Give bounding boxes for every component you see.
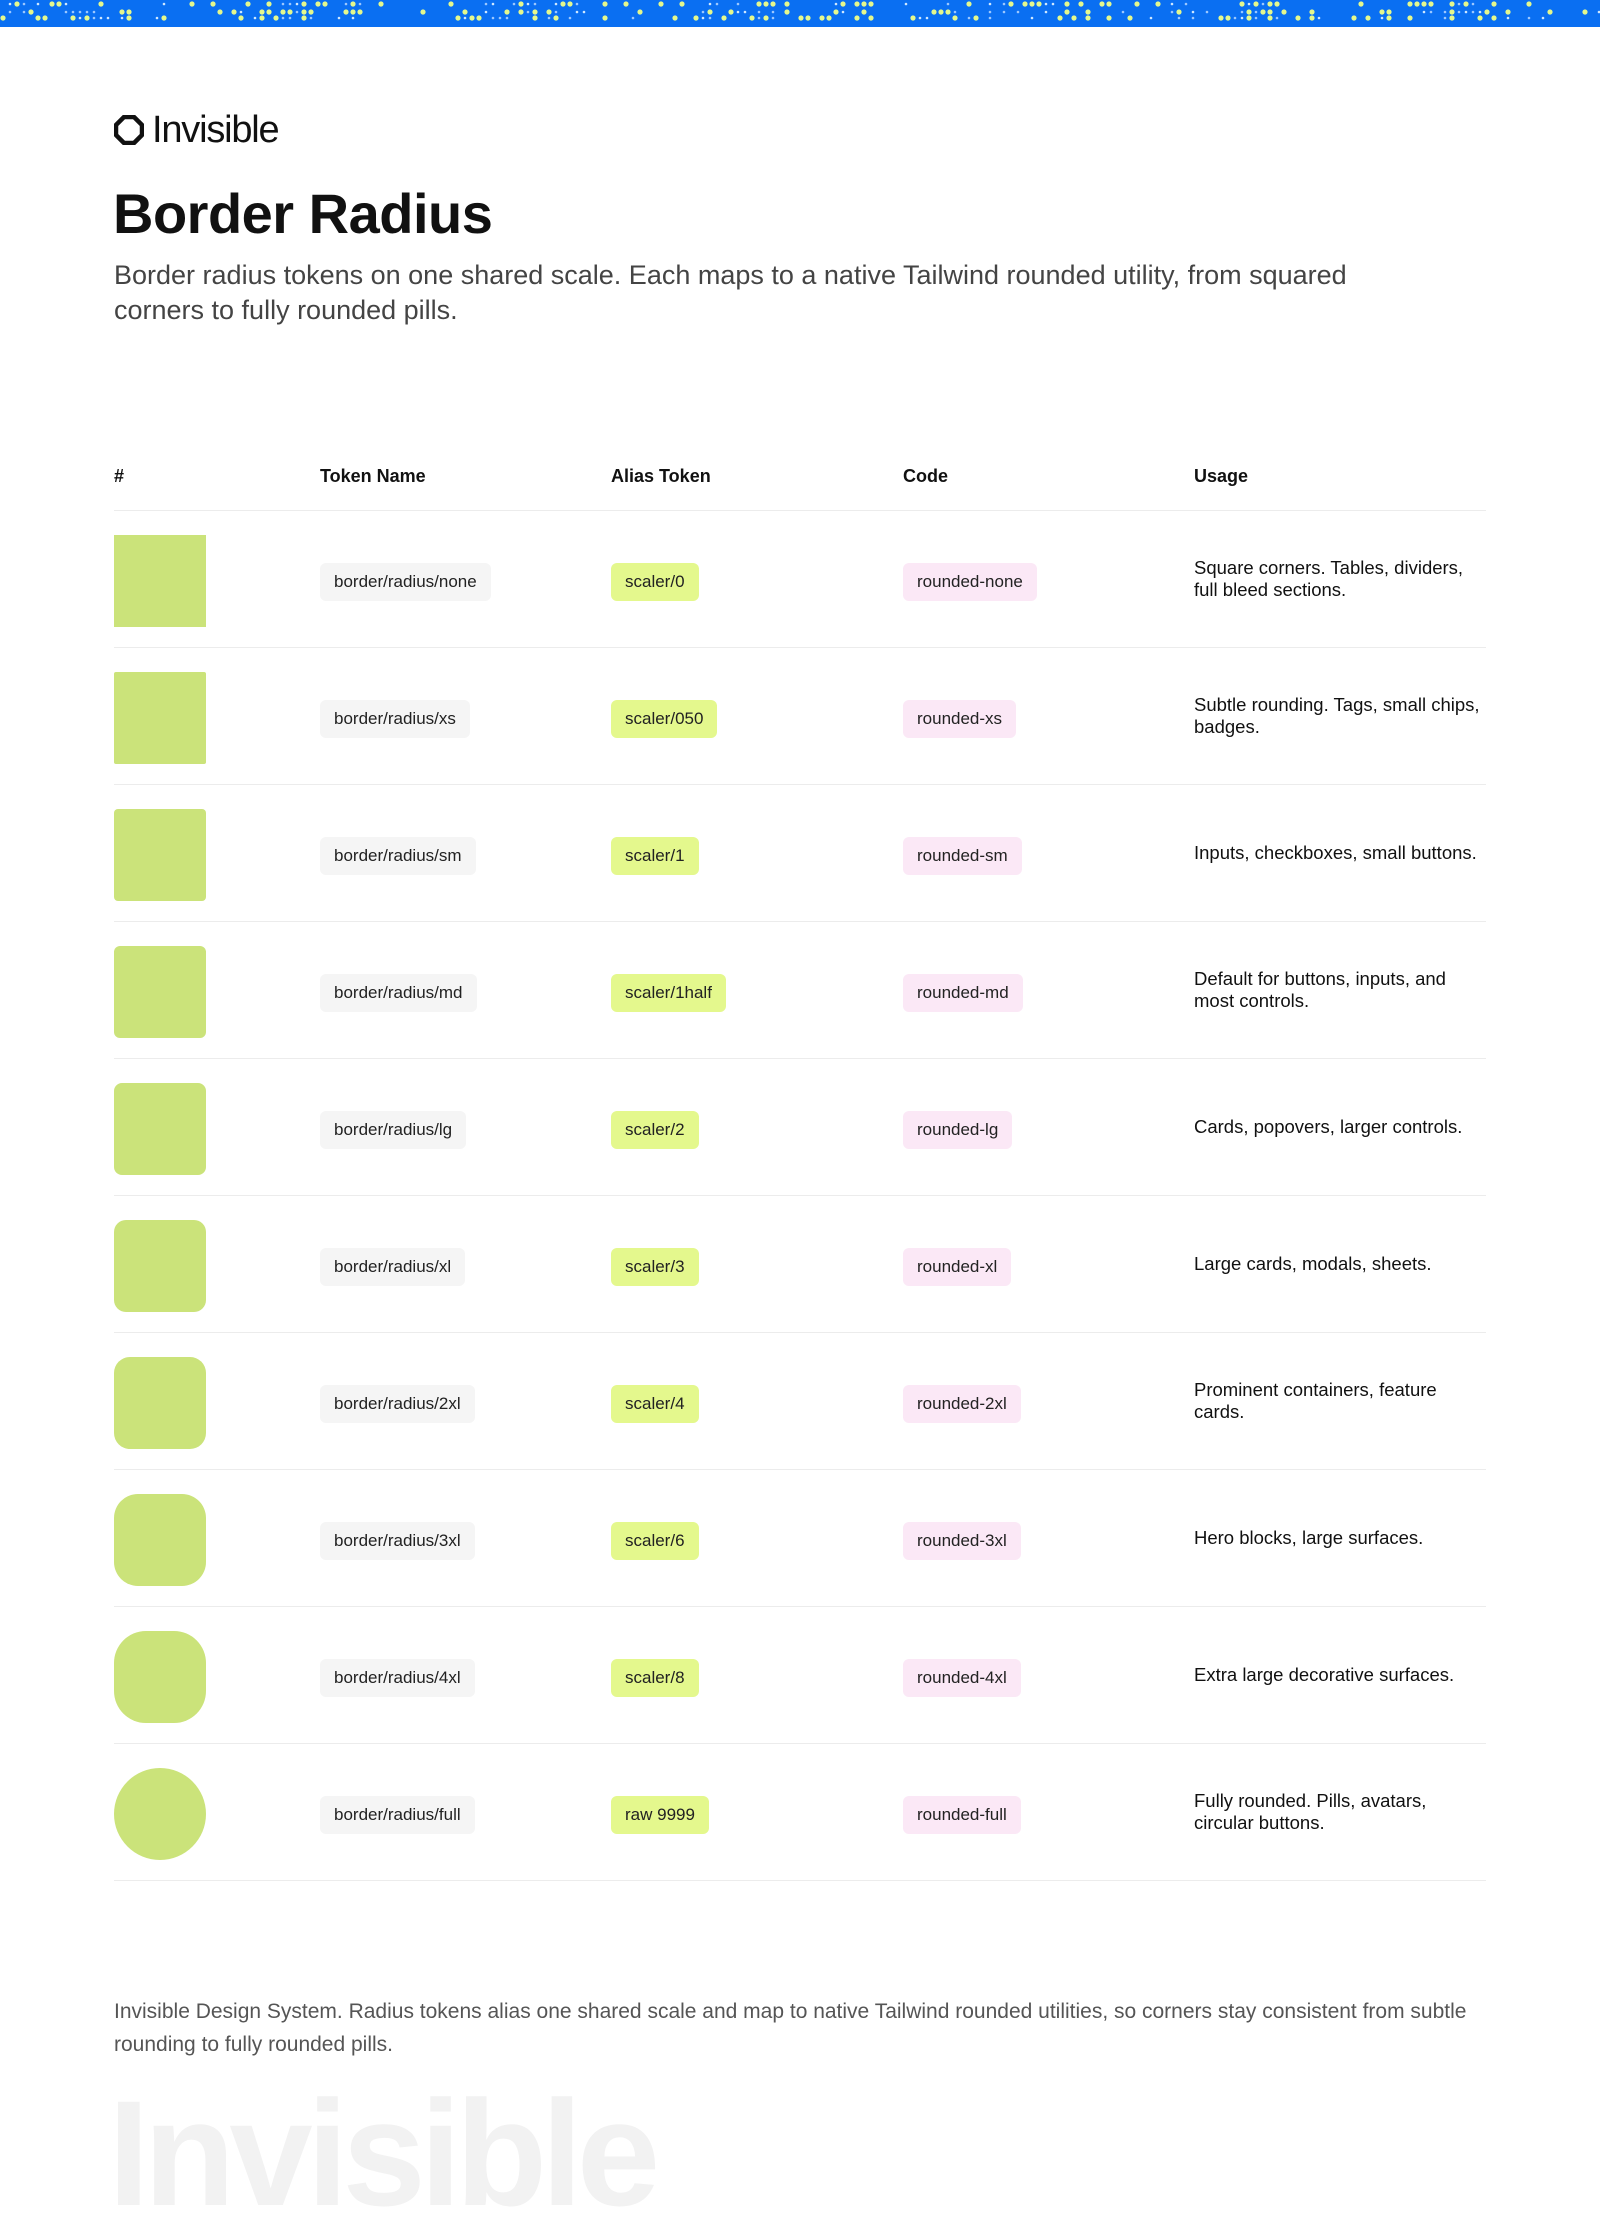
usage-text: Large cards, modals, sheets. bbox=[1194, 1253, 1432, 1274]
alias-token-chip: scaler/8 bbox=[611, 1659, 699, 1697]
code-chip: rounded-sm bbox=[903, 837, 1022, 875]
usage-text: Prominent containers, feature cards. bbox=[1194, 1379, 1437, 1422]
token-name-chip: border/radius/3xl bbox=[320, 1522, 475, 1560]
column-header-token-name: Token Name bbox=[320, 466, 426, 486]
alias-token-chip: scaler/3 bbox=[611, 1248, 699, 1286]
table-row: border/radius/xs scaler/050 rounded-xs S… bbox=[114, 648, 1486, 785]
table-header: # Token Name Alias Token Code Usage bbox=[114, 450, 1486, 511]
table-row: border/radius/4xl scaler/8 rounded-4xl E… bbox=[114, 1607, 1486, 1744]
radius-swatch bbox=[114, 535, 206, 627]
brand-name: Invisible bbox=[152, 109, 280, 151]
token-name-chip: border/radius/xs bbox=[320, 700, 470, 738]
page-title: Border Radius bbox=[113, 182, 493, 245]
table-row: border/radius/xl scaler/3 rounded-xl Lar… bbox=[114, 1196, 1486, 1333]
dot-pattern-banner bbox=[0, 1, 1600, 21]
radius-swatch bbox=[114, 672, 206, 764]
radius-token-table: # Token Name Alias Token Code Usage bord… bbox=[114, 450, 1486, 1881]
token-name-chip: border/radius/lg bbox=[320, 1111, 467, 1149]
brand-logo[interactable]: Invisible bbox=[114, 109, 280, 151]
token-name-chip: border/radius/full bbox=[320, 1796, 475, 1834]
alias-token-chip: scaler/1half bbox=[611, 974, 726, 1012]
table-row: border/radius/full raw 9999 rounded-full… bbox=[114, 1744, 1486, 1881]
radius-swatch bbox=[114, 1083, 206, 1175]
code-chip: rounded-none bbox=[903, 563, 1037, 601]
alias-token-chip: scaler/1 bbox=[611, 837, 699, 875]
table-row: border/radius/2xl scaler/4 rounded-2xl P… bbox=[114, 1333, 1486, 1470]
brand-watermark: Invisible bbox=[108, 2069, 660, 2237]
code-chip: rounded-4xl bbox=[903, 1659, 1021, 1697]
usage-text: Default for buttons, inputs, and most co… bbox=[1194, 968, 1446, 1011]
radius-swatch bbox=[114, 1631, 206, 1723]
token-name-chip: border/radius/none bbox=[320, 563, 491, 601]
alias-token-chip: scaler/4 bbox=[611, 1385, 699, 1423]
rounded-octagon-ring-icon bbox=[114, 115, 144, 145]
token-name-chip: border/radius/sm bbox=[320, 837, 476, 875]
usage-text: Extra large decorative surfaces. bbox=[1194, 1664, 1455, 1685]
table-row: border/radius/lg scaler/2 rounded-lg Car… bbox=[114, 1059, 1486, 1196]
usage-text: Subtle rounding. Tags, small chips, badg… bbox=[1194, 694, 1480, 737]
radius-swatch bbox=[114, 1357, 206, 1449]
token-name-chip: border/radius/2xl bbox=[320, 1385, 475, 1423]
usage-text: Inputs, checkboxes, small buttons. bbox=[1194, 842, 1477, 863]
usage-text: Square corners. Tables, dividers, full b… bbox=[1194, 557, 1464, 600]
alias-token-chip: scaler/2 bbox=[611, 1111, 699, 1149]
token-name-chip: border/radius/md bbox=[320, 974, 477, 1012]
token-name-chip: border/radius/4xl bbox=[320, 1659, 475, 1697]
alias-token-chip: scaler/6 bbox=[611, 1522, 699, 1560]
radius-swatch bbox=[114, 1220, 206, 1312]
table-row: border/radius/none scaler/0 rounded-none… bbox=[114, 511, 1486, 648]
column-header-usage: Usage bbox=[1194, 466, 1249, 486]
code-chip: rounded-full bbox=[903, 1796, 1021, 1834]
column-header-index: # bbox=[114, 466, 125, 486]
table-row: border/radius/md scaler/1half rounded-md… bbox=[114, 922, 1486, 1059]
column-header-alias-token: Alias Token bbox=[611, 466, 711, 486]
code-chip: rounded-xl bbox=[903, 1248, 1012, 1286]
top-banner bbox=[0, 0, 1600, 27]
code-chip: rounded-md bbox=[903, 974, 1023, 1012]
page-subtitle: Border radius tokens on one shared scale… bbox=[114, 260, 1347, 325]
table-row: border/radius/3xl scaler/6 rounded-3xl H… bbox=[114, 1470, 1486, 1607]
table-row: border/radius/sm scaler/1 rounded-sm Inp… bbox=[114, 785, 1486, 922]
usage-text: Hero blocks, large surfaces. bbox=[1194, 1527, 1424, 1548]
radius-swatch bbox=[114, 1494, 206, 1586]
alias-token-chip: raw 9999 bbox=[611, 1796, 709, 1834]
code-chip: rounded-3xl bbox=[903, 1522, 1021, 1560]
column-header-code: Code bbox=[903, 466, 948, 486]
footer-note: Invisible Design System. Radius tokens a… bbox=[114, 2000, 1467, 2056]
usage-text: Fully rounded. Pills, avatars, circular … bbox=[1194, 1790, 1427, 1833]
token-name-chip: border/radius/xl bbox=[320, 1248, 466, 1286]
usage-text: Cards, popovers, larger controls. bbox=[1194, 1116, 1463, 1137]
radius-swatch bbox=[114, 809, 206, 901]
alias-token-chip: scaler/0 bbox=[611, 563, 699, 601]
radius-swatch bbox=[114, 1768, 206, 1860]
code-chip: rounded-2xl bbox=[903, 1385, 1021, 1423]
radius-swatch bbox=[114, 946, 206, 1038]
code-chip: rounded-xs bbox=[903, 700, 1017, 738]
alias-token-chip: scaler/050 bbox=[611, 700, 718, 738]
code-chip: rounded-lg bbox=[903, 1111, 1013, 1149]
